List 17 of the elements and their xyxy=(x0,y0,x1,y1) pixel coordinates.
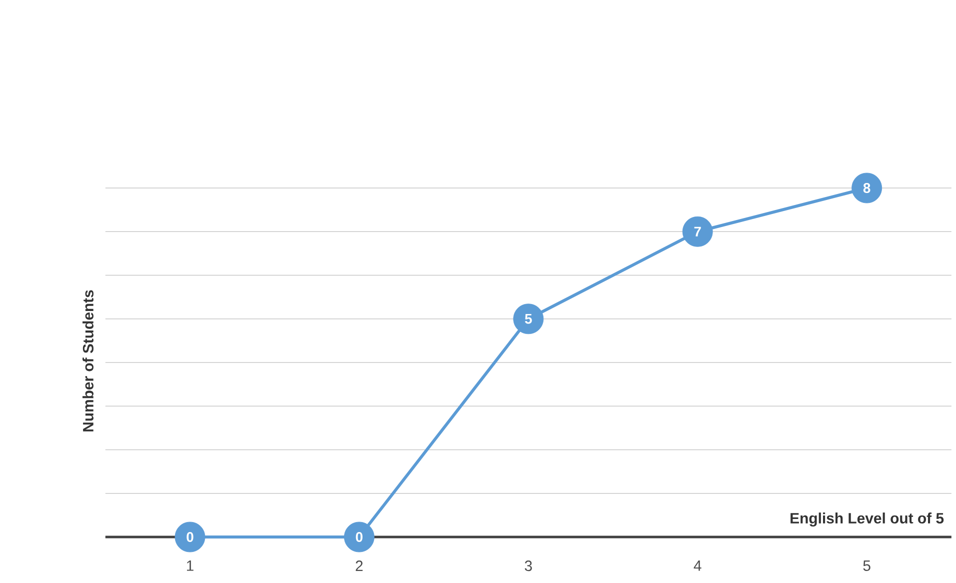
data-label: 0 xyxy=(186,532,194,542)
point xyxy=(513,304,544,334)
x-axis-title: English Level out of 5 xyxy=(790,512,944,527)
data-label: 7 xyxy=(694,226,701,236)
x-tick-label: 1 xyxy=(186,560,194,571)
data-label: 8 xyxy=(863,183,870,193)
point xyxy=(344,522,374,552)
y-axis-title: Number of Students xyxy=(82,290,94,432)
point xyxy=(852,172,882,204)
x-tick-label: 3 xyxy=(524,560,532,572)
data-label: 5 xyxy=(524,314,532,324)
x-tick-label: 2 xyxy=(356,560,363,571)
data-label: 0 xyxy=(356,532,363,542)
point xyxy=(174,522,206,552)
x-tick-label: 5 xyxy=(863,560,870,571)
point xyxy=(682,216,713,247)
x-tick-label: 4 xyxy=(694,560,702,571)
